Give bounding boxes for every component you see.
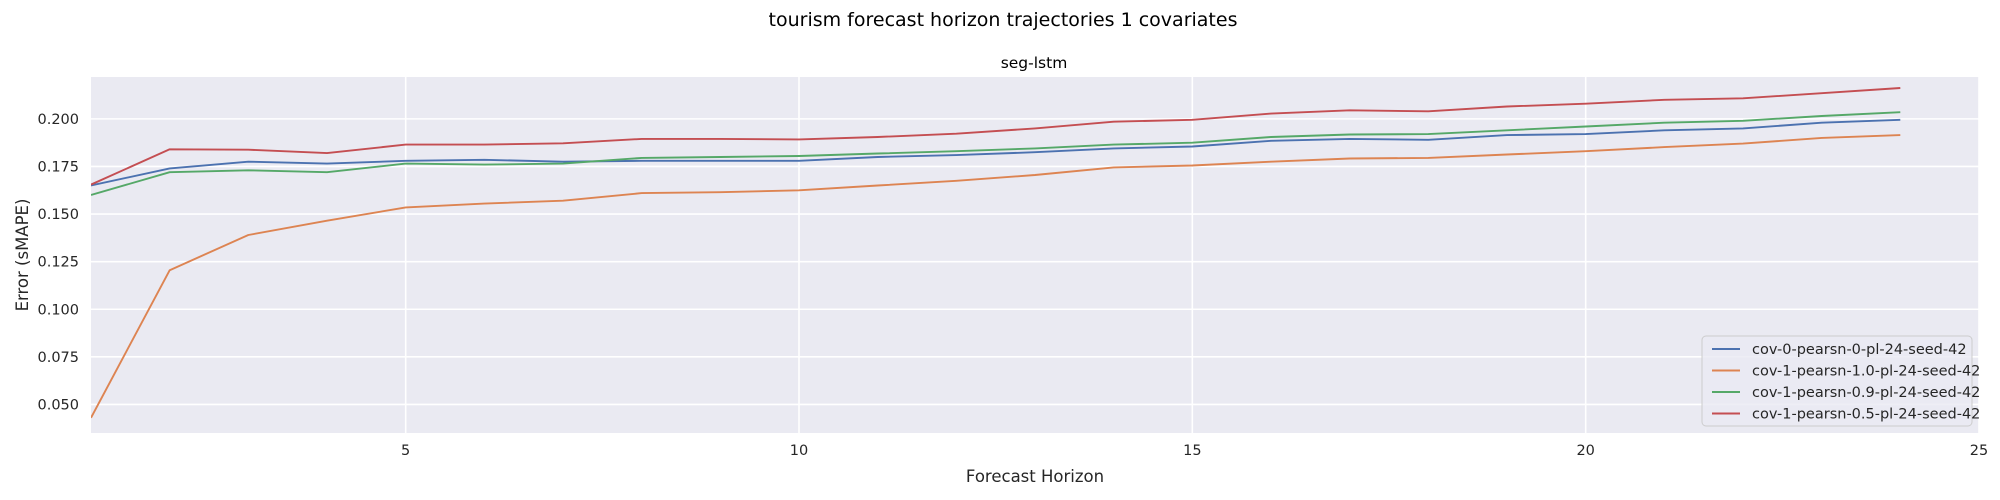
- y-tick-label: 0.100: [37, 302, 79, 318]
- series-line-3: [91, 87, 1901, 186]
- y-tick-label: 0.050: [37, 397, 79, 413]
- legend-entry-3: cov-1-pearsn-0.5-pl-24-seed-42: [1752, 407, 1980, 423]
- legend-entry-2: cov-1-pearsn-0.9-pl-24-seed-42: [1752, 385, 1980, 401]
- x-axis-ticks: 5 10 15 20 25: [401, 443, 1988, 459]
- y-axis-ticks: 0.050 0.075 0.100 0.125 0.150 0.175 0.200: [37, 112, 79, 414]
- legend-frame: [1701, 335, 1973, 427]
- figure-suptitle: tourism forecast horizon trajectories 1 …: [769, 9, 1238, 31]
- x-tick-label: 25: [1970, 443, 1988, 459]
- x-tick-label: 20: [1576, 443, 1594, 459]
- legend-entry-0: cov-0-pearsn-0-pl-24-seed-42: [1752, 342, 1967, 358]
- y-tick-label: 0.200: [37, 112, 79, 128]
- y-tick-label: 0.175: [37, 159, 79, 175]
- series-line-2: [91, 111, 1901, 196]
- series-line-0: [91, 118, 1901, 187]
- y-tick-label: 0.075: [37, 350, 79, 366]
- y-tick-label: 0.150: [37, 207, 79, 223]
- grid-lines: [91, 77, 1980, 433]
- x-tick-label: 5: [401, 443, 410, 459]
- y-tick-label: 0.125: [37, 255, 79, 271]
- x-tick-label: 15: [1183, 443, 1201, 459]
- series-line-1: [91, 134, 1901, 419]
- series-layer: [91, 87, 1901, 419]
- x-axis-label: Forecast Horizon: [966, 467, 1104, 486]
- chart-title: seg-lstm: [1001, 54, 1068, 72]
- y-axis-label: Error (sMAPE): [13, 199, 32, 312]
- legend-entry-1: cov-1-pearsn-1.0-pl-24-seed-42: [1752, 364, 1980, 380]
- x-tick-label: 10: [790, 443, 808, 459]
- legend: cov-0-pearsn-0-pl-24-seed-42 cov-1-pearsn…: [1701, 335, 1980, 427]
